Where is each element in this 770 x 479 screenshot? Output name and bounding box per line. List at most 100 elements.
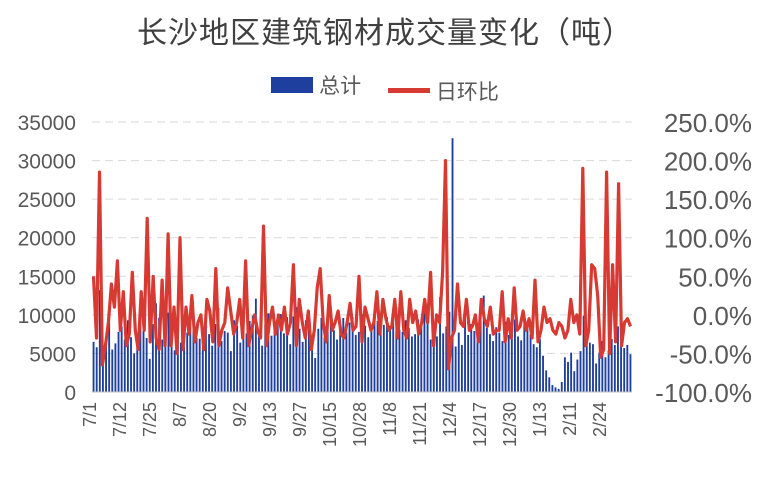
bar — [192, 330, 195, 392]
bar — [105, 344, 107, 392]
bar — [551, 385, 554, 392]
bar — [229, 351, 232, 392]
bar — [117, 331, 120, 392]
bar — [273, 329, 276, 392]
bar — [251, 315, 254, 392]
bar — [233, 320, 235, 392]
y-right-tick-label: 150.0% — [664, 185, 752, 215]
bar — [339, 326, 342, 392]
bar — [120, 326, 123, 392]
bar — [504, 321, 507, 392]
bar — [473, 331, 476, 392]
bar — [126, 320, 129, 392]
bar — [514, 319, 516, 392]
bar — [386, 317, 388, 392]
bar — [629, 354, 632, 392]
bar — [520, 340, 523, 392]
bar — [130, 337, 132, 392]
bar — [261, 345, 264, 392]
bar — [420, 325, 423, 392]
bar — [470, 324, 473, 392]
bar — [170, 328, 173, 392]
bar — [239, 342, 242, 392]
bar — [298, 328, 301, 392]
bar — [108, 322, 111, 392]
bar — [279, 314, 282, 392]
y-right-tick-label: -50.0% — [670, 339, 752, 369]
bar — [167, 312, 170, 392]
daily-change-line — [91, 159, 632, 371]
bar — [585, 334, 588, 392]
bar — [582, 315, 585, 392]
legend: 总计 日环比 — [0, 70, 770, 106]
bar — [314, 358, 317, 392]
bar — [495, 327, 498, 392]
bar-series — [92, 138, 632, 392]
x-tick-label: 1/13 — [530, 402, 550, 437]
bar — [451, 138, 454, 392]
bar — [173, 350, 176, 392]
bar — [164, 334, 167, 392]
bar — [620, 341, 623, 392]
bar — [364, 325, 367, 392]
bar — [445, 326, 448, 392]
bar — [529, 334, 532, 392]
bar — [373, 322, 376, 392]
y-right-tick-label: 200.0% — [664, 147, 752, 177]
bar — [460, 344, 463, 392]
bar — [329, 314, 332, 392]
bar — [623, 348, 626, 392]
bar — [139, 318, 142, 392]
bar — [426, 323, 429, 392]
bar — [560, 381, 563, 392]
bar — [414, 334, 416, 392]
bar — [317, 328, 320, 392]
y-axis-left: 0 5000 10000 15000 20000 25000 30000 35000 — [18, 112, 76, 405]
bar — [417, 319, 420, 392]
bar — [479, 317, 482, 392]
bar — [208, 334, 210, 392]
bar — [323, 337, 326, 392]
x-tick-label: 12/30 — [500, 402, 520, 447]
bar — [111, 349, 114, 392]
y-left-tick-label: 35000 — [18, 112, 76, 135]
bar — [201, 327, 204, 392]
bar — [223, 331, 226, 392]
bar — [498, 332, 501, 392]
bar — [289, 344, 292, 392]
bar — [598, 352, 601, 392]
bar — [245, 333, 248, 392]
bar — [576, 359, 579, 392]
bar — [286, 317, 289, 392]
bar — [370, 325, 373, 392]
bar — [588, 342, 591, 392]
bar — [267, 313, 270, 392]
bar — [186, 332, 189, 392]
bar — [211, 345, 214, 392]
bar — [401, 331, 404, 392]
bar — [320, 317, 323, 392]
bar — [439, 297, 441, 392]
bar — [276, 322, 279, 392]
bar — [142, 331, 145, 392]
bar — [161, 339, 164, 392]
y-left-tick-label: 15000 — [18, 266, 76, 289]
bar — [270, 335, 273, 392]
bar — [332, 330, 335, 392]
bar — [557, 388, 560, 392]
x-tick-label: 9/2 — [230, 402, 250, 427]
x-tick-label: 11/8 — [380, 402, 400, 436]
bar — [382, 324, 385, 392]
bar — [613, 344, 616, 392]
bar — [595, 363, 598, 392]
bar — [442, 333, 445, 392]
bar — [579, 351, 582, 392]
bar — [114, 343, 117, 392]
bar — [379, 331, 382, 392]
chart-title: 长沙地区建筑钢材成交量变化（吨） — [137, 16, 633, 51]
bar — [254, 298, 257, 392]
bar — [189, 308, 192, 392]
x-tick-label: 9/13 — [260, 402, 280, 437]
y-left-tick-label: 25000 — [18, 189, 76, 212]
x-tick-label: 9/27 — [290, 402, 310, 437]
